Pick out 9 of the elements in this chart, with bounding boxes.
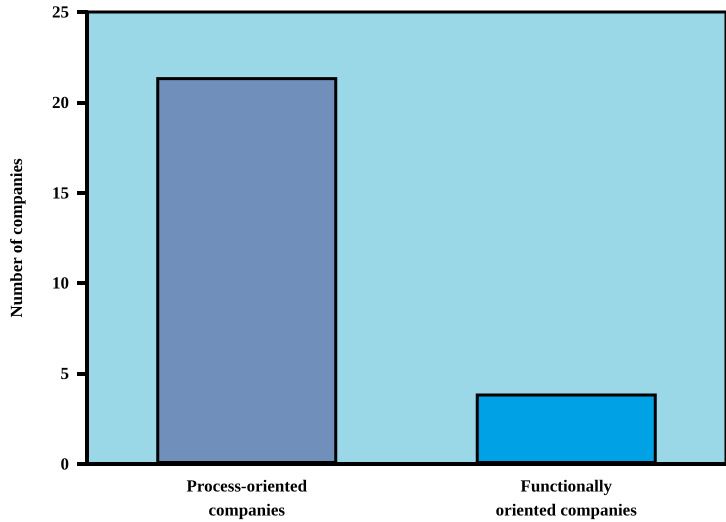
y-axis-title: Number of companies — [7, 158, 26, 318]
y-tick-label: 0 — [60, 454, 69, 474]
y-tick-label: 15 — [52, 183, 69, 202]
y-tick-label: 25 — [52, 2, 69, 22]
x-tick-label: Process-oriented companies — [186, 476, 308, 520]
y-tick-label: 20 — [52, 92, 69, 112]
y-tick-label: 5 — [60, 364, 69, 384]
x-tick-label: Functionally oriented companies — [496, 476, 638, 520]
y-tick-label: 10 — [52, 274, 69, 293]
